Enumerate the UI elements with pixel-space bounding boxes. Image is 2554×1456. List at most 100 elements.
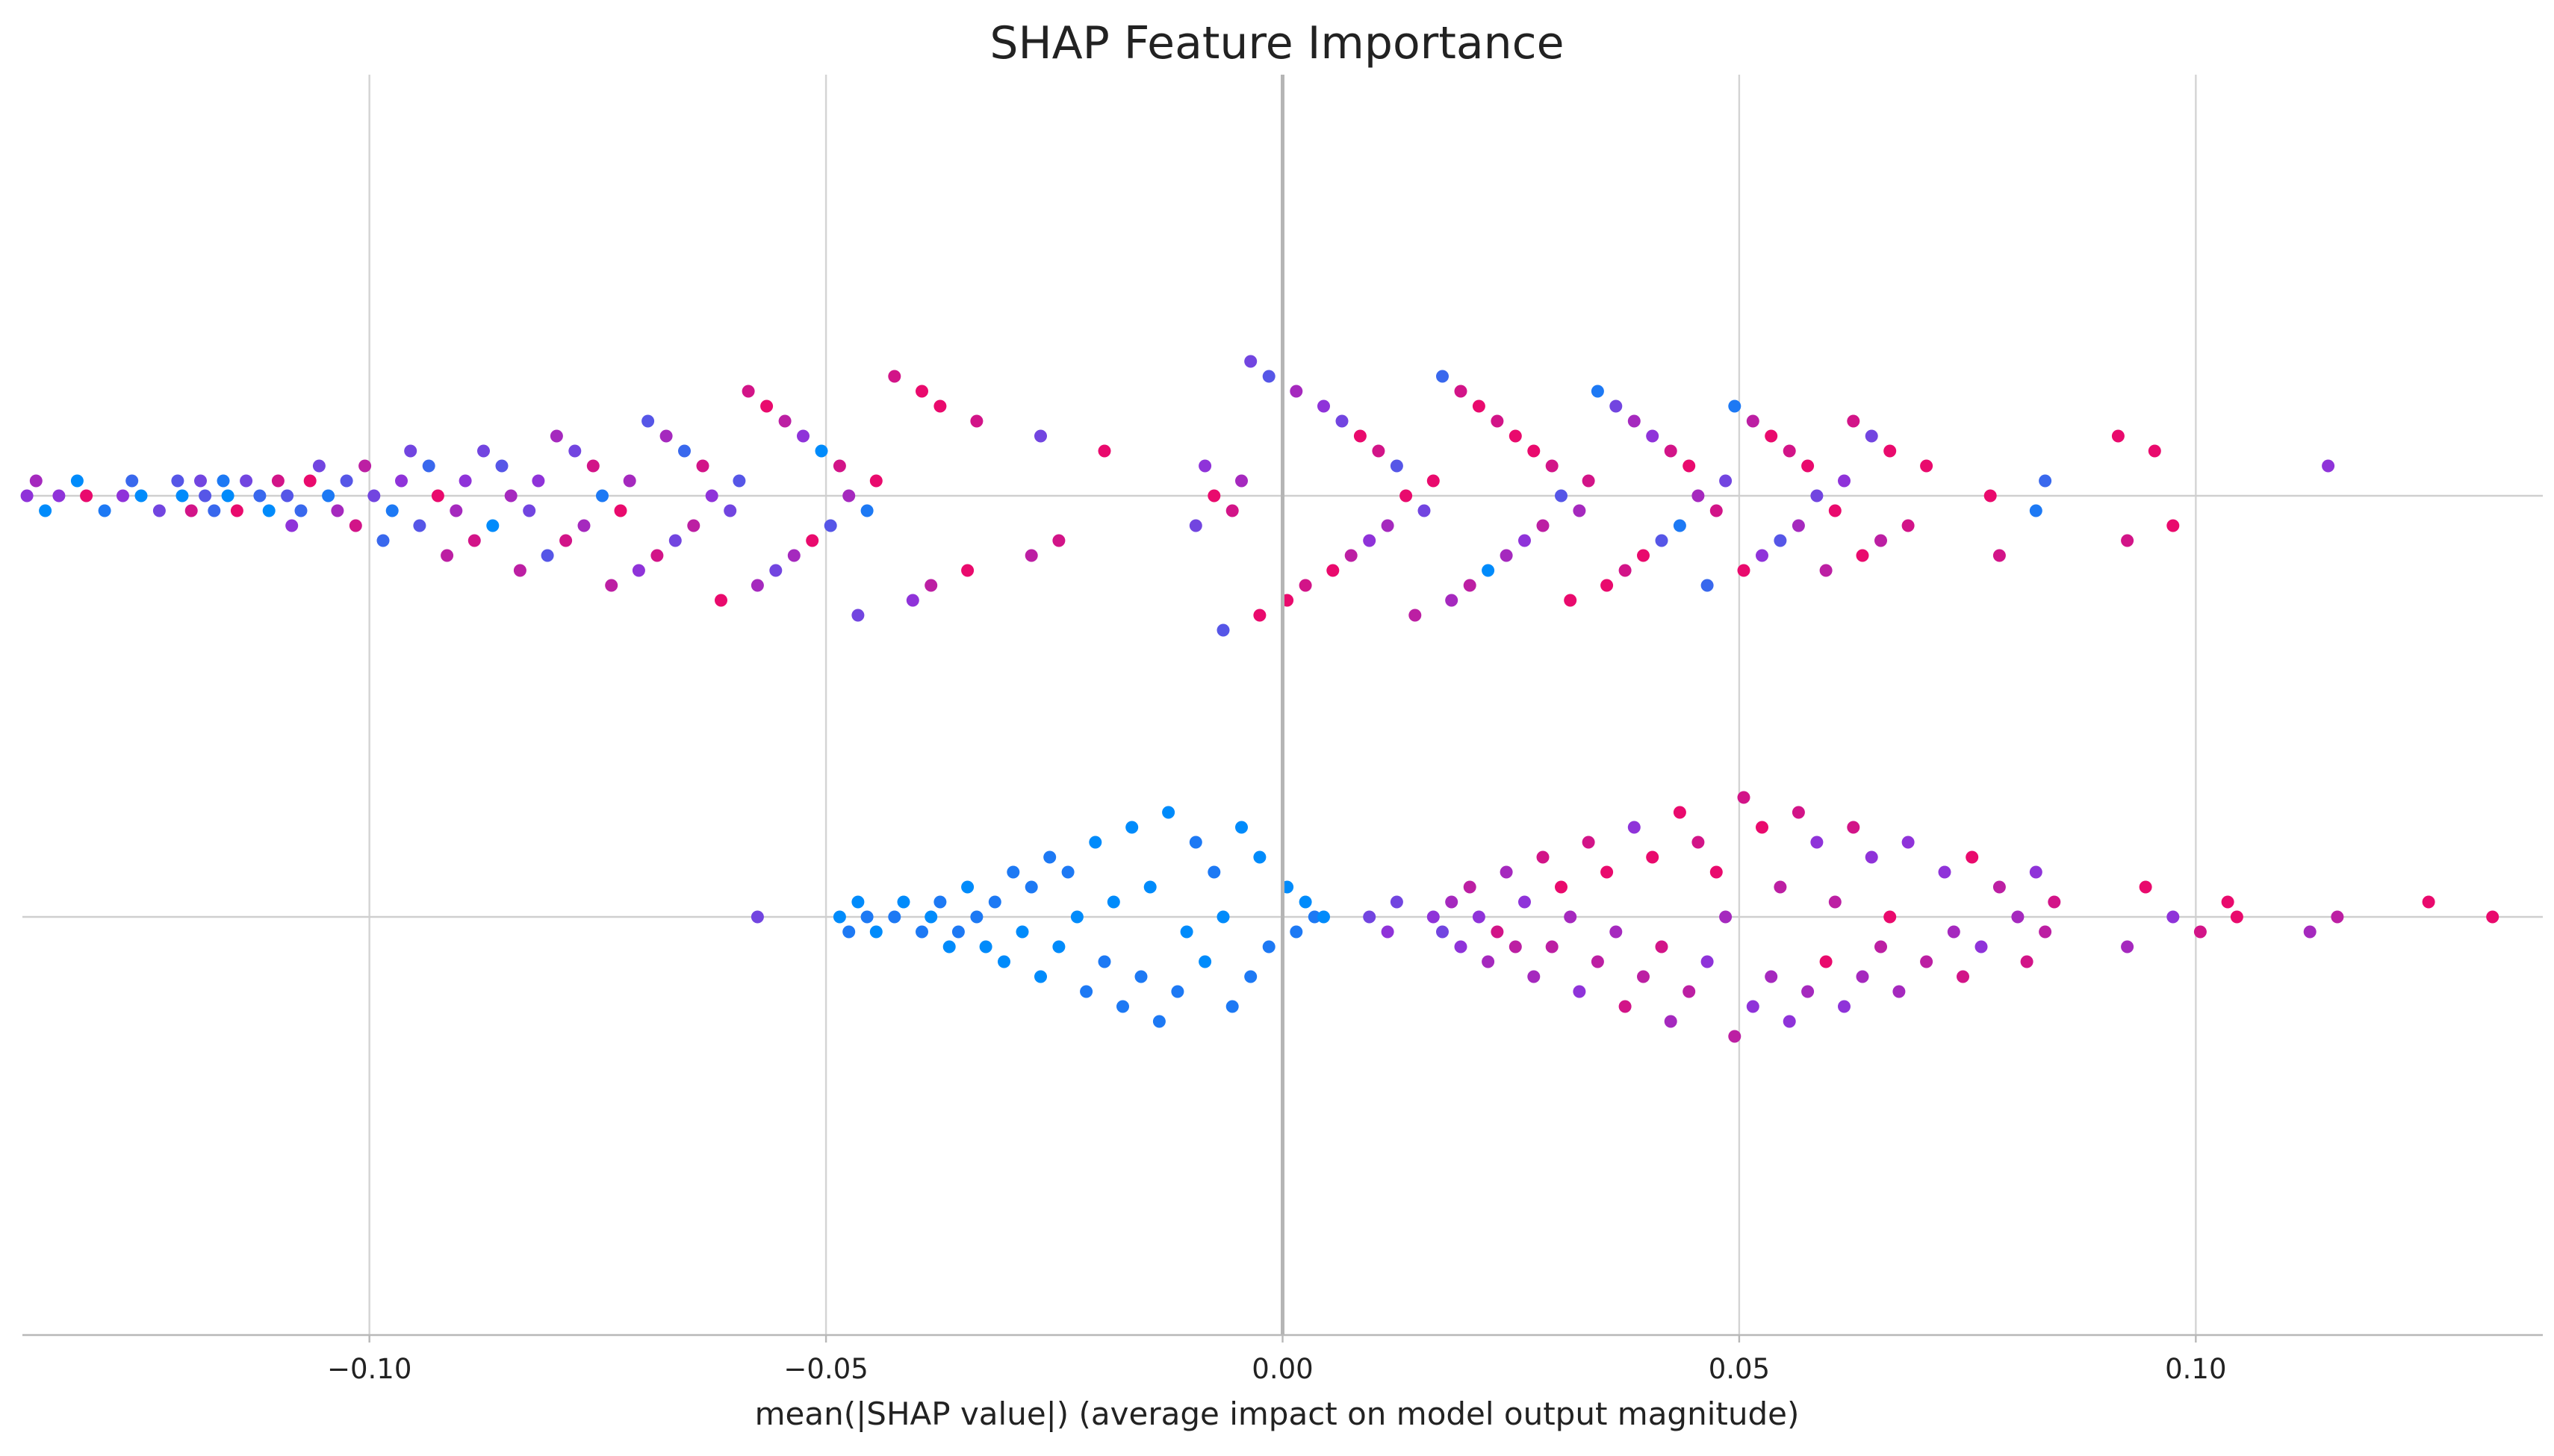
shap-point xyxy=(1938,865,1951,879)
shap-point xyxy=(751,579,764,592)
shap-point xyxy=(1390,895,1403,909)
shap-point xyxy=(1947,925,1960,939)
shap-point xyxy=(1052,940,1066,953)
shap-point xyxy=(1463,880,1476,894)
shap-point xyxy=(1253,609,1267,622)
shap-point xyxy=(1792,519,1805,532)
shap-point xyxy=(1683,985,1696,998)
shap-point xyxy=(281,489,294,503)
shap-point xyxy=(2011,910,2025,924)
shap-point xyxy=(395,474,408,488)
shap-point xyxy=(815,444,828,458)
shap-point xyxy=(422,459,435,473)
shap-point xyxy=(787,549,801,562)
shap-point xyxy=(1838,1000,1851,1013)
shap-point xyxy=(1299,579,1312,592)
shap-point xyxy=(1208,489,1221,503)
shap-point xyxy=(1317,399,1330,413)
shap-point xyxy=(134,489,148,503)
shap-point xyxy=(1801,459,1815,473)
shap-point xyxy=(1856,549,1869,562)
shap-point xyxy=(1527,444,1541,458)
shap-point xyxy=(869,925,883,939)
shap-point xyxy=(2121,940,2134,953)
shap-point xyxy=(1098,955,1111,968)
shap-point xyxy=(1992,549,2006,562)
shap-point xyxy=(696,459,709,473)
shap-point xyxy=(459,474,472,488)
shap-point xyxy=(1709,504,1723,517)
shap-point xyxy=(1052,534,1066,547)
shap-point xyxy=(961,564,975,577)
x-tick-label: 0.05 xyxy=(1709,1353,1770,1385)
shap-point xyxy=(1646,850,1659,864)
shap-point xyxy=(1545,459,1559,473)
shap-point xyxy=(623,474,636,488)
shap-point xyxy=(1920,459,1933,473)
shap-point xyxy=(659,429,673,443)
shap-point xyxy=(1673,806,1686,819)
shap-point xyxy=(568,444,582,458)
shap-point xyxy=(1966,850,1979,864)
shap-point xyxy=(1034,970,1047,983)
shap-point xyxy=(1709,865,1723,879)
shap-point xyxy=(998,955,1010,968)
shap-point xyxy=(2166,519,2180,532)
shap-point xyxy=(1225,1000,1239,1013)
shap-point xyxy=(1399,489,1413,503)
shap-point xyxy=(1034,429,1047,443)
shap-point xyxy=(1847,821,1860,834)
shap-point xyxy=(906,594,919,607)
shap-point xyxy=(1847,414,1860,428)
shap-point xyxy=(2166,910,2180,924)
shap-point xyxy=(742,385,755,398)
shap-point xyxy=(705,489,718,503)
shap-point xyxy=(1618,1000,1632,1013)
shap-point xyxy=(486,519,500,532)
shap-point xyxy=(687,519,700,532)
shap-point xyxy=(933,399,947,413)
shap-point xyxy=(303,474,317,488)
shap-point xyxy=(1482,955,1495,968)
shap-point xyxy=(715,594,727,607)
shap-point xyxy=(253,489,267,503)
shap-point xyxy=(897,895,910,909)
shap-point xyxy=(230,504,243,517)
shap-point xyxy=(1573,504,1586,517)
shap-point xyxy=(2139,880,2152,894)
shap-point xyxy=(1171,985,1184,998)
shap-point xyxy=(1555,880,1567,894)
shap-point xyxy=(1992,880,2006,894)
shap-point xyxy=(888,910,901,924)
shap-point xyxy=(970,414,984,428)
shap-point xyxy=(194,474,207,488)
shap-point xyxy=(641,414,655,428)
shap-point xyxy=(1244,355,1258,368)
shap-point xyxy=(1235,474,1248,488)
shap-point xyxy=(2121,534,2134,547)
shap-point xyxy=(1865,850,1878,864)
shap-point xyxy=(1536,519,1550,532)
shap-point xyxy=(1828,504,1842,517)
shap-point xyxy=(208,504,221,517)
shap-point xyxy=(2303,925,2317,939)
shap-point xyxy=(1217,910,1230,924)
shap-point xyxy=(1061,865,1075,879)
shap-point xyxy=(842,489,856,503)
shap-point xyxy=(1344,549,1358,562)
shap-point xyxy=(1390,459,1403,473)
shap-point xyxy=(1591,385,1604,398)
shap-point xyxy=(614,504,627,517)
shap-point xyxy=(1746,1000,1759,1013)
shap-point xyxy=(532,474,545,488)
shap-point xyxy=(1728,1030,1741,1043)
shap-point xyxy=(769,564,783,577)
shap-point xyxy=(340,474,353,488)
shap-point xyxy=(495,459,509,473)
shap-point xyxy=(1783,444,1796,458)
shap-point xyxy=(1637,970,1650,983)
shap-point xyxy=(933,895,947,909)
shap-point xyxy=(1335,414,1349,428)
shap-point xyxy=(322,489,335,503)
shap-point xyxy=(541,549,554,562)
